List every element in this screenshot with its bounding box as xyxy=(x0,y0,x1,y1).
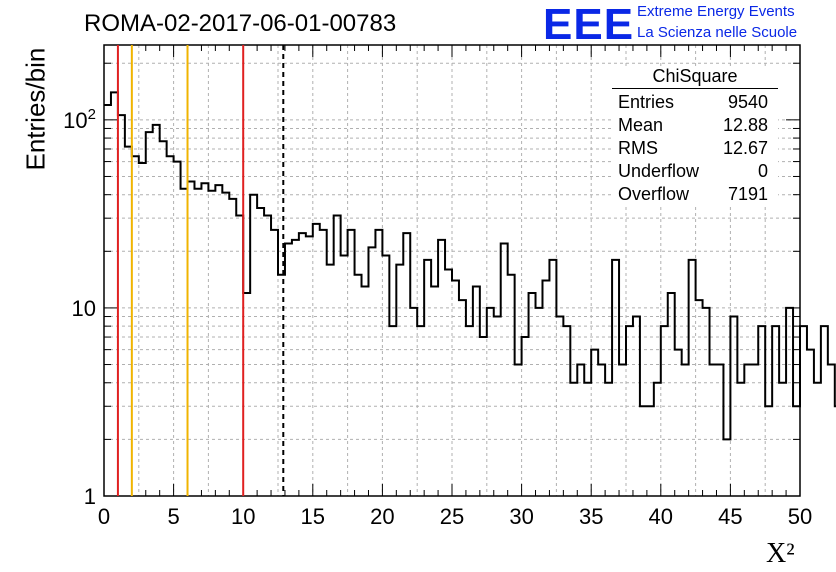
stats-row-entries: Entries 9540 xyxy=(612,91,778,114)
x-axis-label: X² xyxy=(766,538,795,569)
stats-row-overflow: Overflow 7191 xyxy=(612,183,778,206)
x-tick-label: 30 xyxy=(509,504,533,529)
histogram-series xyxy=(104,91,836,441)
stats-row-mean: Mean 12.88 xyxy=(612,114,778,137)
y-tick-label: 10 xyxy=(72,296,96,321)
logo-line-1: Extreme Energy Events xyxy=(637,3,795,20)
x-tick-label: 10 xyxy=(231,504,255,529)
logo-line-2: La Scienza nelle Scuole xyxy=(637,24,798,41)
x-tick-label: 25 xyxy=(440,504,464,529)
stats-box: ChiSquare Entries 9540 Mean 12.88 RMS 12… xyxy=(612,66,778,206)
x-tick-label: 45 xyxy=(718,504,742,529)
chart-title: ROMA-02-2017-06-01-00783 xyxy=(84,10,397,37)
x-tick-label: 40 xyxy=(649,504,673,529)
x-tick-label: 5 xyxy=(167,504,179,529)
x-tick-label: 0 xyxy=(98,504,110,529)
stats-row-rms: RMS 12.67 xyxy=(612,137,778,160)
x-tick-label: 15 xyxy=(301,504,325,529)
y-tick-label: 102 xyxy=(63,106,96,133)
y-tick-label: 1 xyxy=(84,484,96,509)
x-tick-label: 50 xyxy=(788,504,812,529)
eee-logo: EEE xyxy=(543,0,635,49)
stats-row-underflow: Underflow 0 xyxy=(612,160,778,183)
stats-label: Overflow xyxy=(618,184,690,204)
stats-label: Mean xyxy=(618,115,664,135)
stats-value: 0 xyxy=(757,161,768,181)
stats-value: 12.67 xyxy=(722,138,768,158)
stats-header: ChiSquare xyxy=(612,66,778,89)
stats-label: Underflow xyxy=(618,161,700,181)
stats-value: 7191 xyxy=(727,184,768,204)
x-tick-label: 35 xyxy=(579,504,603,529)
stats-value: 12.88 xyxy=(722,115,768,135)
stats-label: RMS xyxy=(618,138,658,158)
stats-value: 9540 xyxy=(727,92,768,112)
x-tick-label: 20 xyxy=(370,504,394,529)
stats-label: Entries xyxy=(618,92,675,112)
